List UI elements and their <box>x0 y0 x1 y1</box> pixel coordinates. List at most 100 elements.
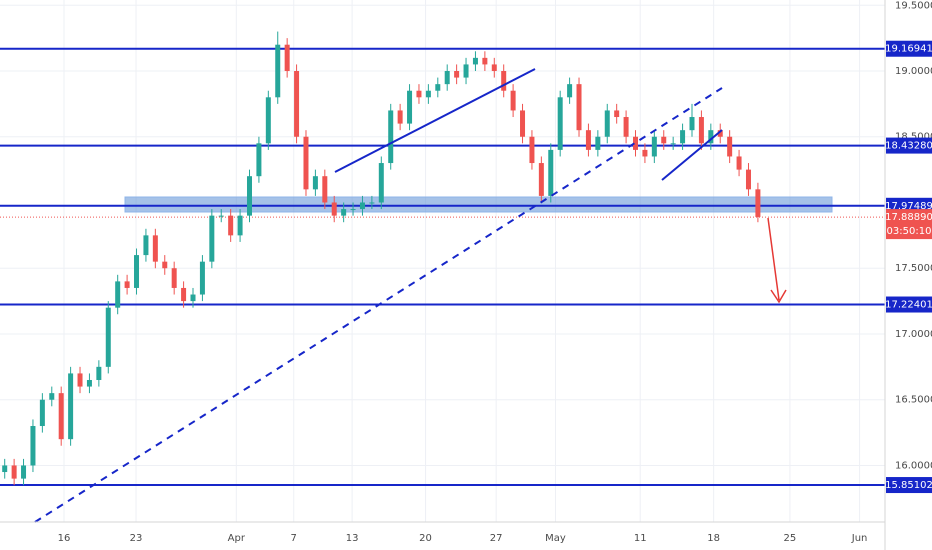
level-label-box <box>886 137 932 154</box>
y-tick-label: 17.00000 <box>895 329 932 340</box>
candle-body <box>755 189 761 217</box>
candle-body <box>143 235 149 256</box>
forecast-arrow <box>767 217 787 304</box>
candle-body <box>294 71 300 137</box>
candle-body <box>199 261 205 295</box>
candle-body <box>11 465 17 479</box>
candle-body <box>96 366 102 380</box>
trend-line <box>334 68 536 173</box>
candle-body <box>265 97 271 144</box>
candle-body <box>105 307 111 367</box>
candle-body <box>491 64 497 72</box>
candle-body <box>633 136 639 150</box>
x-tick-label: 20 <box>419 533 432 544</box>
candle-body <box>181 287 187 302</box>
candle-body <box>190 294 196 302</box>
candle-body <box>651 136 657 157</box>
candle-body <box>369 202 375 204</box>
candle-body <box>303 136 309 190</box>
candle-body <box>623 117 629 137</box>
candle-body <box>482 57 488 65</box>
candle-body <box>124 281 130 288</box>
candle-body <box>58 393 64 440</box>
x-tick-label: 7 <box>291 533 297 544</box>
candle-body <box>30 426 36 466</box>
x-tick-label: 18 <box>707 533 720 544</box>
candle-body <box>21 465 27 479</box>
grid <box>0 0 885 522</box>
candle-body <box>680 130 686 144</box>
candle-body <box>341 209 347 216</box>
candle-body <box>134 255 140 288</box>
last-price-label: 17.88890 <box>885 212 932 223</box>
candle-body <box>425 90 431 98</box>
candle-body <box>604 110 610 137</box>
trend-line-small <box>661 129 723 181</box>
candle-body <box>736 156 742 170</box>
candle-body <box>698 117 704 144</box>
candle-body <box>472 57 478 65</box>
candle-body <box>567 84 573 98</box>
support-zone <box>124 196 833 213</box>
candle-body <box>642 149 648 157</box>
candle-body <box>68 373 74 440</box>
candle-body <box>284 44 290 72</box>
candle-body <box>171 268 177 288</box>
candle-body <box>312 176 318 190</box>
candle-body <box>717 130 723 137</box>
level-label-box <box>886 296 932 313</box>
candle-body <box>77 373 83 387</box>
candle-body <box>538 163 544 196</box>
candle-body <box>435 84 441 91</box>
candle-body <box>510 90 516 111</box>
candle-body <box>661 136 667 144</box>
countdown: 03:50:10 <box>887 226 932 237</box>
candle-body <box>162 261 168 269</box>
candle-body <box>454 71 460 78</box>
x-tick-label: Jun <box>851 533 868 544</box>
level-label: 19.16941 <box>885 44 932 55</box>
level-label: 17.97489 <box>885 201 932 212</box>
levels <box>0 47 885 487</box>
candle-body <box>359 202 365 210</box>
candle-body <box>115 281 121 308</box>
x-tick-label: May <box>545 533 566 544</box>
x-tick-label: 13 <box>346 533 359 544</box>
candle-body <box>152 235 158 262</box>
candles <box>2 31 761 486</box>
y-tick-label: 16.50000 <box>895 395 932 406</box>
x-tick-label: 27 <box>490 533 503 544</box>
candle-body <box>228 215 234 236</box>
candle-body <box>246 176 252 216</box>
candle-body <box>209 215 215 262</box>
candle-body <box>275 44 281 98</box>
candle-body <box>218 215 224 217</box>
candle-body <box>548 149 554 196</box>
candle-body <box>331 202 337 216</box>
candle-body <box>520 110 526 137</box>
candle-body <box>708 130 714 144</box>
level-label: 17.22401 <box>885 300 932 311</box>
x-tick-label: 16 <box>58 533 71 544</box>
candle-body <box>529 136 535 164</box>
y-tick-label: 19.00000 <box>895 66 932 77</box>
level-label-box <box>886 40 932 57</box>
y-tick-label: 16.00000 <box>895 460 932 471</box>
level-label-box <box>886 477 932 494</box>
candle-body <box>39 399 45 427</box>
candle-body <box>745 169 751 190</box>
candle-body <box>397 110 403 124</box>
y-tick-label: 19.50000 <box>895 0 932 11</box>
candle-body <box>416 90 422 98</box>
candle-body <box>256 143 262 177</box>
candle-body <box>2 465 8 473</box>
candle-body <box>614 110 620 118</box>
candle-body <box>585 130 591 150</box>
last-price-box <box>886 209 932 240</box>
candle-body <box>595 136 601 150</box>
candle-body <box>378 163 384 203</box>
candle-body <box>407 90 413 124</box>
